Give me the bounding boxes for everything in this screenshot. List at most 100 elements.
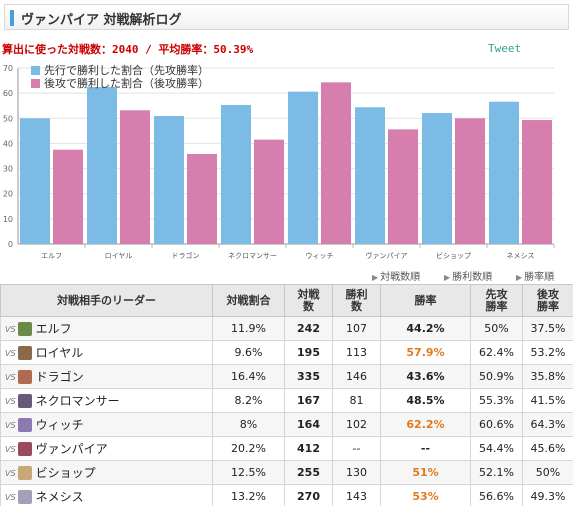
page-header: ヴァンパイア 対戦解析ログ <box>4 4 569 30</box>
wins-cell: 146 <box>332 364 381 389</box>
y-tick-label: 20 <box>3 190 13 199</box>
leader-avatar <box>17 369 32 384</box>
bar-first-0 <box>20 118 50 244</box>
leader-avatar <box>17 441 32 456</box>
leader-avatar <box>17 417 32 432</box>
table-row: VS ヴァンパイア 20.2% 412 -- -- 54.4% 45.6% <box>0 436 573 461</box>
share-cell: 8.2% <box>212 388 285 413</box>
winrate-cell: 51% <box>380 460 471 485</box>
vs-label: VS <box>5 396 16 406</box>
first-winrate-cell: 52.1% <box>470 460 523 485</box>
first-winrate-cell: 62.4% <box>470 340 523 365</box>
y-tick-label: 30 <box>3 165 13 174</box>
table-header-row: 対戦相手のリーダー 対戦割合 対戦 数 勝利 数 勝率 先攻 勝率 後攻 勝率 <box>0 284 573 317</box>
legend-swatch-0 <box>31 66 40 75</box>
bar-first-3 <box>221 104 251 245</box>
wins-cell: 143 <box>332 484 381 506</box>
y-tick-label: 50 <box>3 114 13 123</box>
second-winrate-cell: 45.6% <box>522 436 573 461</box>
col-header-leader: 対戦相手のリーダー <box>0 284 213 317</box>
leader-name: ロイヤル <box>35 346 84 360</box>
first-winrate-cell: 55.3% <box>470 388 523 413</box>
share-cell: 20.2% <box>212 436 285 461</box>
leader-avatar <box>17 345 32 360</box>
winrate-cell: 44.2% <box>380 316 471 341</box>
x-tick-label: ネメシス <box>507 252 535 260</box>
share-cell: 16.4% <box>212 364 285 389</box>
wins-cell: -- <box>332 436 381 461</box>
games-cell: 195 <box>284 340 333 365</box>
triangle-right-icon: ▶ <box>372 273 379 282</box>
games-cell: 412 <box>284 436 333 461</box>
bar-first-1 <box>87 87 117 244</box>
bar-second-4 <box>321 82 351 245</box>
bar-first-2 <box>154 116 184 244</box>
col-header-wins: 勝利 数 <box>332 284 381 317</box>
bar-second-5 <box>388 129 418 244</box>
x-tick-label: ウィッチ <box>306 252 334 260</box>
vs-label: VS <box>5 420 16 430</box>
bar-second-6 <box>455 118 485 244</box>
leader-cell: VS ネメシス <box>0 484 213 506</box>
table-row: VS ネメシス 13.2% 270 143 53% 56.6% 49.3% <box>0 484 573 506</box>
vs-label: VS <box>5 444 16 454</box>
leader-name: ビショップ <box>35 466 96 480</box>
sort-by-wins-link[interactable]: ▶ 勝利数順 <box>444 268 492 283</box>
bar-second-7 <box>522 120 552 244</box>
leader-name: ドラゴン <box>35 370 84 384</box>
matchup-table: 対戦相手のリーダー 対戦割合 対戦 数 勝利 数 勝率 先攻 勝率 後攻 勝率 … <box>0 284 573 506</box>
second-winrate-cell: 50% <box>522 460 573 485</box>
bar-second-3 <box>254 139 284 244</box>
games-cell: 242 <box>284 316 333 341</box>
winrate-cell: 43.6% <box>380 364 471 389</box>
page-title: ヴァンパイア 対戦解析ログ <box>21 13 182 28</box>
x-tick-label: ネクロマンサー <box>228 252 277 260</box>
leader-cell: VS ヴァンパイア <box>0 436 213 461</box>
y-tick-label: 10 <box>3 215 13 224</box>
leader-name: ウィッチ <box>35 418 84 432</box>
second-winrate-cell: 35.8% <box>522 364 573 389</box>
col-header-second-winrate: 後攻 勝率 <box>522 284 573 317</box>
col-header-games: 対戦 数 <box>284 284 333 317</box>
wins-cell: 107 <box>332 316 381 341</box>
winrate-cell: 48.5% <box>380 388 471 413</box>
wins-cell: 113 <box>332 340 381 365</box>
leader-avatar <box>17 321 32 336</box>
triangle-right-icon: ▶ <box>516 273 523 282</box>
winrate-bar-chart: 0 10 20 30 40 50 60 70 エルフ ロイヤル ドラゴン ネクロマンサー ウィッチ ヴァン… <box>3 63 555 260</box>
games-cell: 270 <box>284 484 333 506</box>
leader-name: エルフ <box>35 322 72 336</box>
first-winrate-cell: 60.6% <box>470 412 523 437</box>
table-row: VS ドラゴン 16.4% 335 146 43.6% 50.9% 35.8% <box>0 364 573 389</box>
winrate-cell: -- <box>380 436 471 461</box>
x-tick-label: ビショップ <box>436 251 471 260</box>
leader-name: ネクロマンサー <box>35 394 120 408</box>
y-tick-label: 40 <box>3 139 13 148</box>
wins-cell: 130 <box>332 460 381 485</box>
second-winrate-cell: 49.3% <box>522 484 573 506</box>
leader-name: ネメシス <box>35 490 84 504</box>
second-winrate-cell: 64.3% <box>522 412 573 437</box>
games-cell: 255 <box>284 460 333 485</box>
sort-by-games-link[interactable]: ▶ 対戦数順 <box>372 268 421 283</box>
share-cell: 9.6% <box>212 340 285 365</box>
wins-cell: 102 <box>332 412 381 437</box>
share-cell: 12.5% <box>212 460 285 485</box>
table-row: VS エルフ 11.9% 242 107 44.2% 50% 37.5% <box>0 316 573 341</box>
col-header-first-winrate: 先攻 勝率 <box>470 284 523 317</box>
second-winrate-cell: 41.5% <box>522 388 573 413</box>
y-tick-label: 70 <box>3 64 13 73</box>
sort-by-games-label: 対戦数順 <box>380 272 421 283</box>
vs-label: VS <box>5 372 16 382</box>
winrate-cell: 53% <box>380 484 471 506</box>
x-tick-label: ロイヤル <box>105 252 133 260</box>
sort-by-winrate-link[interactable]: ▶ 勝率順 <box>516 268 554 283</box>
leader-cell: VS ビショップ <box>0 460 213 485</box>
winrate-cell: 57.9% <box>380 340 471 365</box>
legend-label-0: 先行で勝利した割合（先攻勝率） <box>44 63 209 77</box>
table-row: VS ビショップ 12.5% 255 130 51% 52.1% 50% <box>0 460 573 485</box>
summary-line: 算出に使った対戦数：2040 / 平均勝率：50.39% <box>2 43 254 56</box>
tweet-link[interactable]: Tweet <box>488 42 522 55</box>
leader-avatar <box>17 489 32 504</box>
table-row: VS ネクロマンサー 8.2% 167 81 48.5% 55.3% 41.5% <box>0 388 573 413</box>
